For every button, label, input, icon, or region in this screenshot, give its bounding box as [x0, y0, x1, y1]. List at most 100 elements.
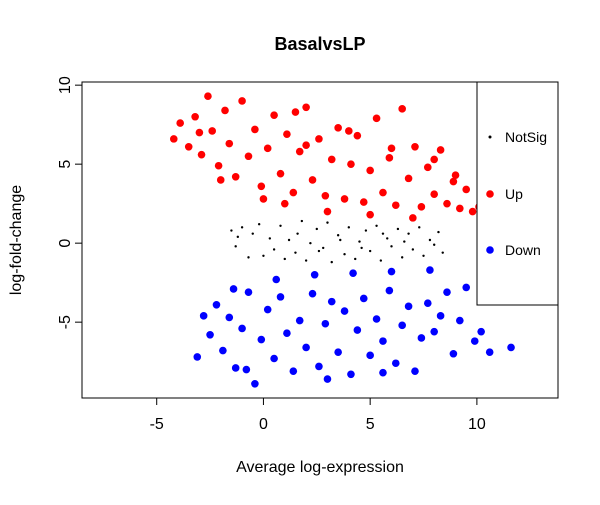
notsig-point-30 [386, 237, 389, 240]
notsig-point-38 [428, 238, 432, 242]
up-point-41 [430, 190, 438, 198]
up-point-1 [176, 119, 184, 127]
x-axis-label: Average log-expression [236, 459, 404, 476]
notsig-series [230, 219, 444, 264]
up-point-26 [334, 124, 342, 132]
down-point-52 [229, 285, 238, 293]
notsig-point-14 [300, 219, 304, 223]
notsig-point-16 [309, 241, 312, 245]
up-point-6 [208, 127, 217, 135]
notsig-point-35 [411, 248, 415, 251]
down-point-40 [449, 349, 458, 358]
up-point-10 [231, 173, 240, 181]
y-tick-label-1: 0 [57, 239, 74, 248]
up-point-25 [327, 155, 336, 164]
notsig-point-37 [422, 254, 425, 257]
down-point-45 [485, 348, 494, 356]
notsig-point-24 [354, 257, 357, 261]
down-series [193, 266, 515, 388]
down-point-33 [404, 302, 413, 311]
up-point-58 [345, 127, 353, 135]
up-point-15 [263, 144, 272, 153]
up-point-56 [216, 176, 225, 184]
down-point-20 [321, 319, 330, 328]
y-tick-label-0: -5 [57, 315, 74, 329]
down-point-13 [276, 293, 285, 301]
notsig-point-21 [336, 234, 340, 237]
down-point-21 [327, 297, 336, 306]
down-point-54 [379, 368, 387, 377]
down-point-38 [436, 312, 445, 320]
legend-up-label: Up [505, 186, 523, 202]
up-point-51 [280, 199, 289, 208]
notsig-point-19 [326, 221, 329, 224]
x-tick-label-3: 10 [468, 416, 486, 433]
up-point-21 [302, 103, 310, 112]
notsig-point-23 [347, 226, 351, 229]
legend-notsig-label: NotSig [505, 129, 547, 145]
up-point-12 [244, 152, 253, 161]
notsig-point-4 [247, 256, 250, 259]
notsig-point-32 [396, 227, 400, 231]
up-point-16 [270, 111, 278, 119]
down-point-32 [398, 321, 406, 330]
up-point-33 [379, 188, 387, 197]
notsig-point-12 [287, 238, 291, 242]
up-point-62 [195, 128, 204, 137]
notsig-point-27 [368, 249, 372, 253]
notsig-point-15 [304, 259, 308, 262]
up-point-19 [289, 188, 298, 197]
notsig-point-13 [294, 251, 297, 254]
notsig-point-6 [257, 223, 261, 226]
down-point-30 [385, 286, 394, 295]
down-point-29 [379, 337, 387, 345]
down-point-16 [295, 316, 304, 325]
down-point-34 [411, 367, 419, 375]
down-point-24 [347, 370, 355, 379]
down-point-49 [349, 269, 357, 277]
up-point-14 [257, 182, 266, 191]
down-point-51 [426, 266, 434, 274]
up-point-29 [353, 131, 362, 140]
up-point-35 [391, 201, 400, 210]
up-point-60 [430, 155, 438, 164]
legend-down-marker [486, 246, 494, 254]
notsig-point-17 [315, 227, 318, 231]
down-point-48 [310, 270, 319, 279]
up-point-39 [417, 203, 426, 211]
notsig-point-22 [343, 253, 346, 256]
up-point-34 [385, 154, 394, 162]
notsig-point-8 [268, 237, 272, 240]
down-point-19 [315, 362, 323, 371]
up-point-32 [372, 114, 381, 123]
down-point-8 [244, 288, 253, 296]
up-point-55 [259, 195, 268, 203]
up-point-38 [411, 142, 419, 151]
up-point-45 [456, 204, 464, 213]
down-point-17 [302, 343, 310, 352]
up-point-30 [359, 198, 368, 206]
down-point-55 [242, 365, 251, 374]
down-point-36 [423, 299, 432, 308]
up-point-46 [462, 185, 471, 194]
x-tick-label-0: -5 [150, 416, 164, 433]
notsig-point-28 [375, 224, 378, 227]
up-point-9 [225, 139, 234, 148]
notsig-point-1 [236, 235, 240, 239]
y-axis-label: log-fold-change [8, 185, 25, 295]
x-tick-label-2: 5 [366, 416, 375, 433]
notsig-point-0 [230, 229, 233, 232]
up-point-36 [398, 105, 406, 113]
up-point-63 [291, 108, 300, 116]
down-point-7 [238, 324, 246, 333]
down-point-43 [470, 337, 479, 345]
down-point-6 [231, 364, 240, 372]
y-axis: -5 0 5 10 [57, 76, 82, 329]
down-point-10 [257, 335, 266, 344]
up-point-20 [295, 147, 304, 156]
down-point-18 [308, 289, 317, 298]
notsig-point-47 [403, 240, 406, 243]
down-point-46 [507, 343, 515, 352]
up-point-5 [204, 92, 212, 101]
